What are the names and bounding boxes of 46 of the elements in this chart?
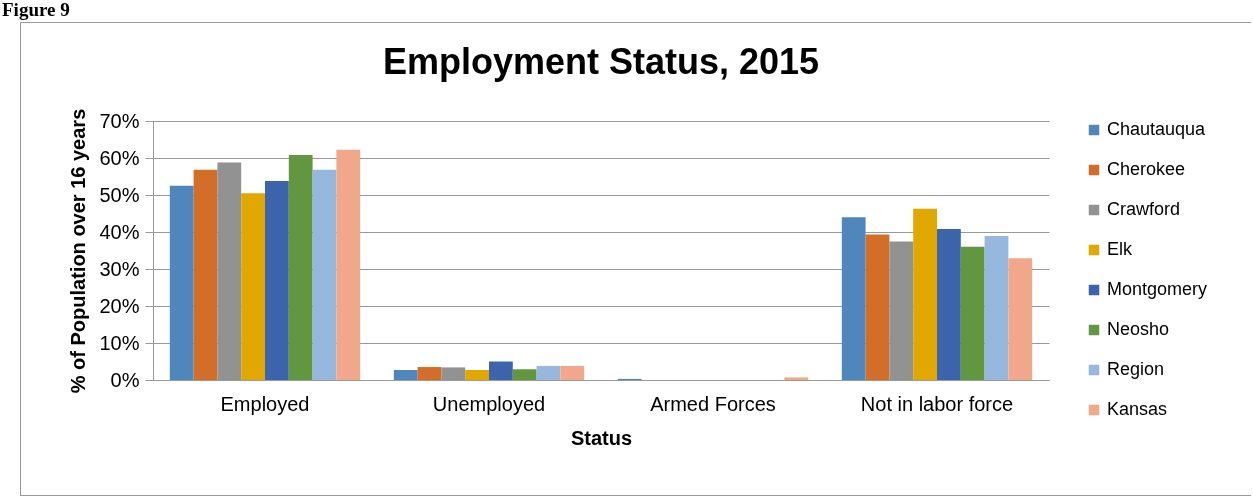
y-tick-label: 60% (99, 146, 140, 169)
bar (512, 369, 537, 380)
x-tick-label: Employed (220, 392, 310, 415)
bar (984, 236, 1009, 380)
legend-label: Cherokee (1107, 159, 1186, 179)
legend-label: Crawford (1107, 199, 1181, 219)
x-tick-label: Unemployed (432, 392, 546, 415)
y-tick-label: 20% (99, 294, 140, 317)
bar (193, 169, 218, 380)
bar (265, 180, 289, 380)
bar (841, 217, 866, 380)
bar (560, 365, 585, 380)
bar (865, 234, 890, 380)
bar (913, 208, 937, 380)
legend-label: Elk (1107, 239, 1133, 259)
bar (784, 377, 809, 380)
y-tick-label: 0% (110, 368, 140, 391)
y-tick-label: 40% (99, 220, 140, 243)
bar (288, 155, 313, 380)
y-axis-title: % of Population over 16 years (67, 108, 90, 394)
y-tick-label: 30% (99, 257, 140, 280)
bar (536, 365, 561, 380)
bar (336, 149, 361, 380)
y-tick-label: 50% (99, 183, 140, 206)
x-axis-title: Status (570, 426, 633, 449)
legend-label: Montgomery (1107, 279, 1208, 299)
bar (417, 367, 442, 380)
bar (169, 185, 194, 380)
legend-label: Neosho (1107, 319, 1170, 339)
bar (960, 246, 985, 380)
y-tick-label: 10% (99, 331, 140, 354)
bar (393, 370, 418, 380)
x-tick-label: Armed Forces (650, 392, 776, 415)
bar (241, 193, 265, 380)
caption: Figure 9 (2, 0, 70, 20)
legend-label: Region (1107, 359, 1165, 379)
legend-label: Chautauqua (1107, 119, 1207, 139)
bar (1008, 258, 1033, 380)
x-tick-label: Not in labor force (860, 392, 1014, 415)
bar (489, 361, 513, 380)
bar (937, 229, 961, 380)
legend-label: Kansas (1107, 399, 1168, 419)
chart-title: Employment Status, 2015 (382, 41, 820, 83)
y-tick-label: 70% (99, 109, 140, 132)
bar (312, 169, 337, 380)
bar (465, 370, 489, 380)
